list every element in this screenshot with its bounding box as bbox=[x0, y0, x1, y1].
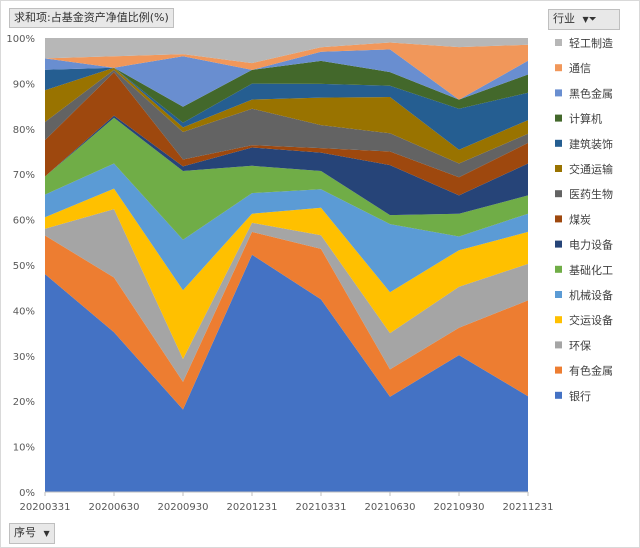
y-tick-label: 20% bbox=[13, 397, 35, 408]
legend-swatch bbox=[555, 291, 562, 298]
axis-field-button[interactable]: 序号 ▼ bbox=[9, 523, 55, 544]
chevron-down-icon[interactable]: ▼ bbox=[43, 529, 50, 538]
area-series-group bbox=[45, 38, 528, 492]
value-field-button[interactable]: 求和项:占基金资产净值比例(%) bbox=[9, 8, 174, 28]
x-tick-label: 20211231 bbox=[503, 502, 554, 513]
x-tick-label: 20210331 bbox=[296, 502, 347, 513]
legend-entry: 机械设备 bbox=[569, 288, 613, 302]
funnel-icon: ⏷ bbox=[588, 14, 597, 25]
x-tick-label: 20200331 bbox=[20, 502, 71, 513]
legend-swatch bbox=[555, 89, 562, 97]
legend-swatch bbox=[555, 190, 562, 198]
legend-entry: 通信 bbox=[569, 62, 591, 75]
x-tick-label: 20210930 bbox=[434, 502, 485, 513]
area-series-11 bbox=[45, 67, 528, 150]
legend-swatch bbox=[555, 391, 562, 399]
y-tick-label: 40% bbox=[13, 306, 35, 317]
legend-entry: 交通运输 bbox=[569, 162, 613, 176]
legend-entry: 医药生物 bbox=[569, 187, 613, 201]
legend-swatch bbox=[555, 240, 562, 248]
legend-entry: 黑色金属 bbox=[569, 86, 613, 100]
legend-swatch bbox=[555, 139, 562, 147]
legend-swatch bbox=[555, 64, 562, 72]
y-tick-label: 70% bbox=[13, 170, 35, 181]
y-tick-label: 50% bbox=[13, 261, 35, 272]
area-series-13 bbox=[45, 49, 528, 107]
area-series-6 bbox=[45, 117, 528, 240]
legend-swatch bbox=[555, 39, 562, 46]
legend-entry: 有色金属 bbox=[569, 364, 613, 378]
x-tick-label: 20201231 bbox=[227, 502, 278, 513]
legend-swatch bbox=[555, 316, 562, 324]
y-tick-label: 100% bbox=[6, 34, 35, 45]
area-series-15 bbox=[45, 38, 528, 64]
legend-entry: 交运设备 bbox=[569, 313, 613, 327]
legend-field-label: 行业 bbox=[553, 12, 575, 25]
y-tick-label: 10% bbox=[13, 443, 35, 454]
legend-swatch bbox=[555, 366, 562, 374]
legend-entry: 银行 bbox=[569, 389, 591, 403]
legend-entry: 基础化工 bbox=[569, 263, 613, 277]
legend-entry: 电力设备 bbox=[569, 238, 613, 252]
legend-swatch bbox=[555, 341, 562, 349]
area-series-12 bbox=[45, 60, 528, 123]
legend-entry: 煤炭 bbox=[569, 213, 591, 226]
y-tick-label: 90% bbox=[13, 79, 35, 90]
area-series-10 bbox=[45, 67, 528, 164]
area-series-4 bbox=[45, 188, 528, 359]
x-tick-label: 20200630 bbox=[89, 502, 140, 513]
area-series-7 bbox=[45, 115, 528, 216]
area-series-3 bbox=[45, 209, 528, 382]
axis-field-label: 序号 bbox=[14, 526, 36, 539]
legend-swatch bbox=[555, 114, 562, 122]
area-series-8 bbox=[45, 72, 528, 196]
y-tick-label: 60% bbox=[13, 216, 35, 227]
area-series-5 bbox=[45, 163, 528, 293]
x-tick-label: 20210630 bbox=[365, 502, 416, 513]
legend-entry: 计算机 bbox=[569, 112, 602, 126]
legend-entry: 环保 bbox=[569, 338, 591, 352]
legend-entry: 建筑装饰 bbox=[569, 137, 613, 151]
y-tick-label: 80% bbox=[13, 125, 35, 136]
y-tick-label: 0% bbox=[19, 488, 35, 499]
y-tick-label: 30% bbox=[13, 352, 35, 363]
legend-swatch bbox=[555, 265, 562, 273]
area-series-9 bbox=[45, 69, 528, 178]
legend-field-button[interactable]: 行业 ▼⏷ bbox=[548, 9, 620, 30]
value-field-label: 求和项:占基金资产净值比例(%) bbox=[14, 11, 169, 24]
legend-entry: 轻工制造 bbox=[569, 36, 613, 50]
area-series-1 bbox=[45, 254, 528, 492]
x-tick-label: 20200930 bbox=[158, 502, 209, 513]
filter-dropdown-icon[interactable]: ▼ bbox=[582, 15, 589, 24]
legend-swatch bbox=[555, 165, 562, 172]
area-series-14 bbox=[45, 42, 528, 100]
legend-swatch bbox=[555, 215, 562, 223]
area-series-2 bbox=[45, 231, 528, 410]
